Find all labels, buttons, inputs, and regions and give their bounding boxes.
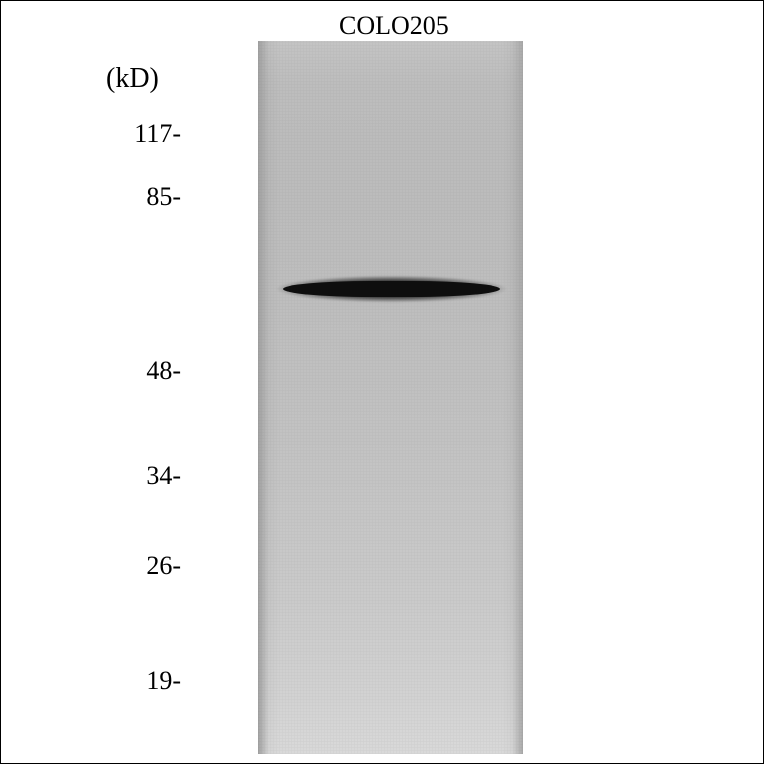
blot-lane: [258, 41, 523, 754]
marker-label-34: 34-: [111, 461, 181, 491]
marker-label-48: 48-: [111, 356, 181, 386]
marker-label-19: 19-: [111, 666, 181, 696]
marker-label-117: 117-: [111, 119, 181, 149]
protein-band-core: [283, 281, 500, 298]
marker-label-85: 85-: [111, 182, 181, 212]
unit-label: (kD): [106, 63, 159, 95]
figure-container: (kD) COLO205 117- 85- 48- 34- 26- 19-: [0, 0, 764, 764]
blot-noise: [258, 41, 523, 754]
marker-label-26: 26-: [111, 551, 181, 581]
lane-label: COLO205: [339, 11, 449, 41]
